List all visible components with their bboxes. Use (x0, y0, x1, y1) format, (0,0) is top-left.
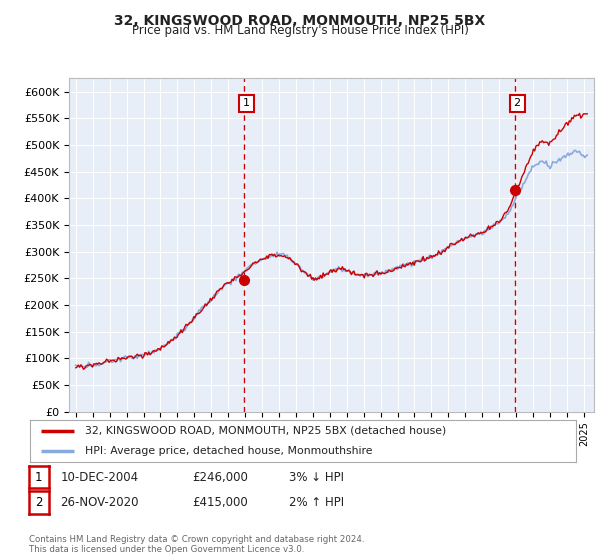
Text: 2% ↑ HPI: 2% ↑ HPI (289, 496, 344, 509)
Text: Contains HM Land Registry data © Crown copyright and database right 2024.
This d: Contains HM Land Registry data © Crown c… (29, 535, 364, 554)
Text: £415,000: £415,000 (193, 496, 248, 509)
Text: 32, KINGSWOOD ROAD, MONMOUTH, NP25 5BX (detached house): 32, KINGSWOOD ROAD, MONMOUTH, NP25 5BX (… (85, 426, 446, 436)
Text: 3% ↓ HPI: 3% ↓ HPI (289, 470, 344, 484)
Text: 26-NOV-2020: 26-NOV-2020 (61, 496, 139, 509)
Text: 10-DEC-2004: 10-DEC-2004 (61, 470, 139, 484)
Text: 2: 2 (35, 496, 43, 509)
Text: 32, KINGSWOOD ROAD, MONMOUTH, NP25 5BX: 32, KINGSWOOD ROAD, MONMOUTH, NP25 5BX (115, 14, 485, 28)
Text: 1: 1 (35, 470, 43, 484)
Text: £246,000: £246,000 (193, 470, 248, 484)
Text: 1: 1 (243, 99, 250, 109)
Text: HPI: Average price, detached house, Monmouthshire: HPI: Average price, detached house, Monm… (85, 446, 372, 456)
Text: Price paid vs. HM Land Registry's House Price Index (HPI): Price paid vs. HM Land Registry's House … (131, 24, 469, 36)
Text: 2: 2 (514, 99, 521, 109)
